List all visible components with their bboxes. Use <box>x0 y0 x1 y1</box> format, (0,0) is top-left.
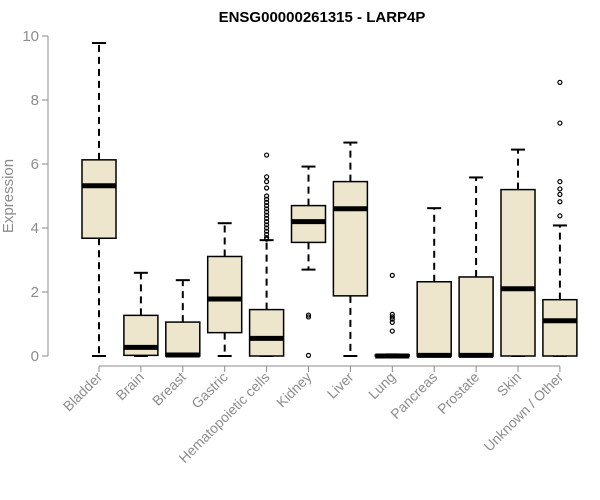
x-tick-label: Prostate <box>434 369 482 417</box>
x-tick-label: Liver <box>324 369 357 402</box>
y-tick-label: 0 <box>31 348 39 365</box>
iqr-box <box>165 321 201 357</box>
outlier-point <box>264 215 270 221</box>
iqr-box <box>416 281 452 357</box>
outlier-point <box>264 174 270 180</box>
outlier-point <box>264 225 270 231</box>
outlier-point <box>264 206 270 212</box>
box-prostate <box>458 176 494 358</box>
outlier-point <box>557 79 563 86</box>
iqr-box <box>248 308 285 357</box>
box-liver <box>332 141 369 357</box>
outlier-point <box>305 352 312 358</box>
box-breast <box>165 279 201 358</box>
x-tick-label: Pancreas <box>387 369 440 422</box>
chart-title: ENSG00000261315 - LARP4P <box>219 9 426 26</box>
iqr-box <box>81 159 117 239</box>
y-axis: 0 2 4 6 8 10 <box>22 28 49 365</box>
outlier-point <box>557 213 563 219</box>
x-tick-label: Skin <box>494 369 525 400</box>
outlier-point <box>264 235 270 241</box>
outlier-point <box>264 228 270 234</box>
outlier-point <box>264 203 270 209</box>
outlier-point <box>264 185 270 191</box>
x-tick-label: Brain <box>113 369 147 403</box>
y-tick-label: 10 <box>22 28 39 45</box>
outlier-point <box>305 314 312 320</box>
outlier-point <box>305 312 312 318</box>
box-hematopoietic-cells <box>248 152 285 357</box>
outlier-point <box>557 186 563 192</box>
outlier-point <box>264 193 270 199</box>
box-skin <box>500 148 536 357</box>
outlier-point <box>557 191 563 197</box>
outlier-point <box>389 314 395 320</box>
box-unknown-other <box>542 79 578 357</box>
outlier-point <box>389 319 395 325</box>
y-tick-label: 4 <box>31 220 39 237</box>
x-tick-label: Bladder <box>60 369 106 415</box>
outlier-point <box>389 316 395 322</box>
box-bladder <box>81 42 117 357</box>
iqr-box <box>500 188 536 357</box>
y-tick-label: 8 <box>31 92 39 109</box>
outlier-point <box>557 199 563 205</box>
box-lung <box>374 272 411 359</box>
x-tick-label: Unknown / Other <box>480 369 566 455</box>
outlier-point <box>264 196 270 202</box>
x-tick-label: Breast <box>149 369 189 409</box>
outlier-point <box>264 231 270 237</box>
y-tick-label: 6 <box>31 156 39 173</box>
box-pancreas <box>416 207 452 358</box>
outlier-point <box>264 199 270 205</box>
x-tick-label: Kidney <box>273 369 315 411</box>
y-axis-label: Expression <box>0 159 17 233</box>
outlier-point <box>264 152 270 158</box>
box-series <box>81 42 578 359</box>
box-brain <box>123 271 159 357</box>
outlier-point <box>264 209 270 215</box>
outlier-point <box>264 219 270 225</box>
outlier-point <box>557 179 563 185</box>
outlier-point <box>389 311 395 317</box>
outlier-point <box>389 328 395 334</box>
x-tick-label: Lung <box>365 369 398 402</box>
outlier-point <box>557 120 563 126</box>
outlier-point <box>389 272 395 278</box>
iqr-box <box>542 298 578 357</box>
iqr-box <box>332 180 369 297</box>
box-gastric <box>206 222 243 357</box>
outlier-point <box>264 179 270 185</box>
box-kidney <box>290 165 327 358</box>
outlier-point <box>264 222 270 228</box>
iqr-box <box>458 276 494 357</box>
iqr-box <box>206 255 243 334</box>
y-tick-label: 2 <box>31 284 39 301</box>
outlier-point <box>264 212 270 218</box>
